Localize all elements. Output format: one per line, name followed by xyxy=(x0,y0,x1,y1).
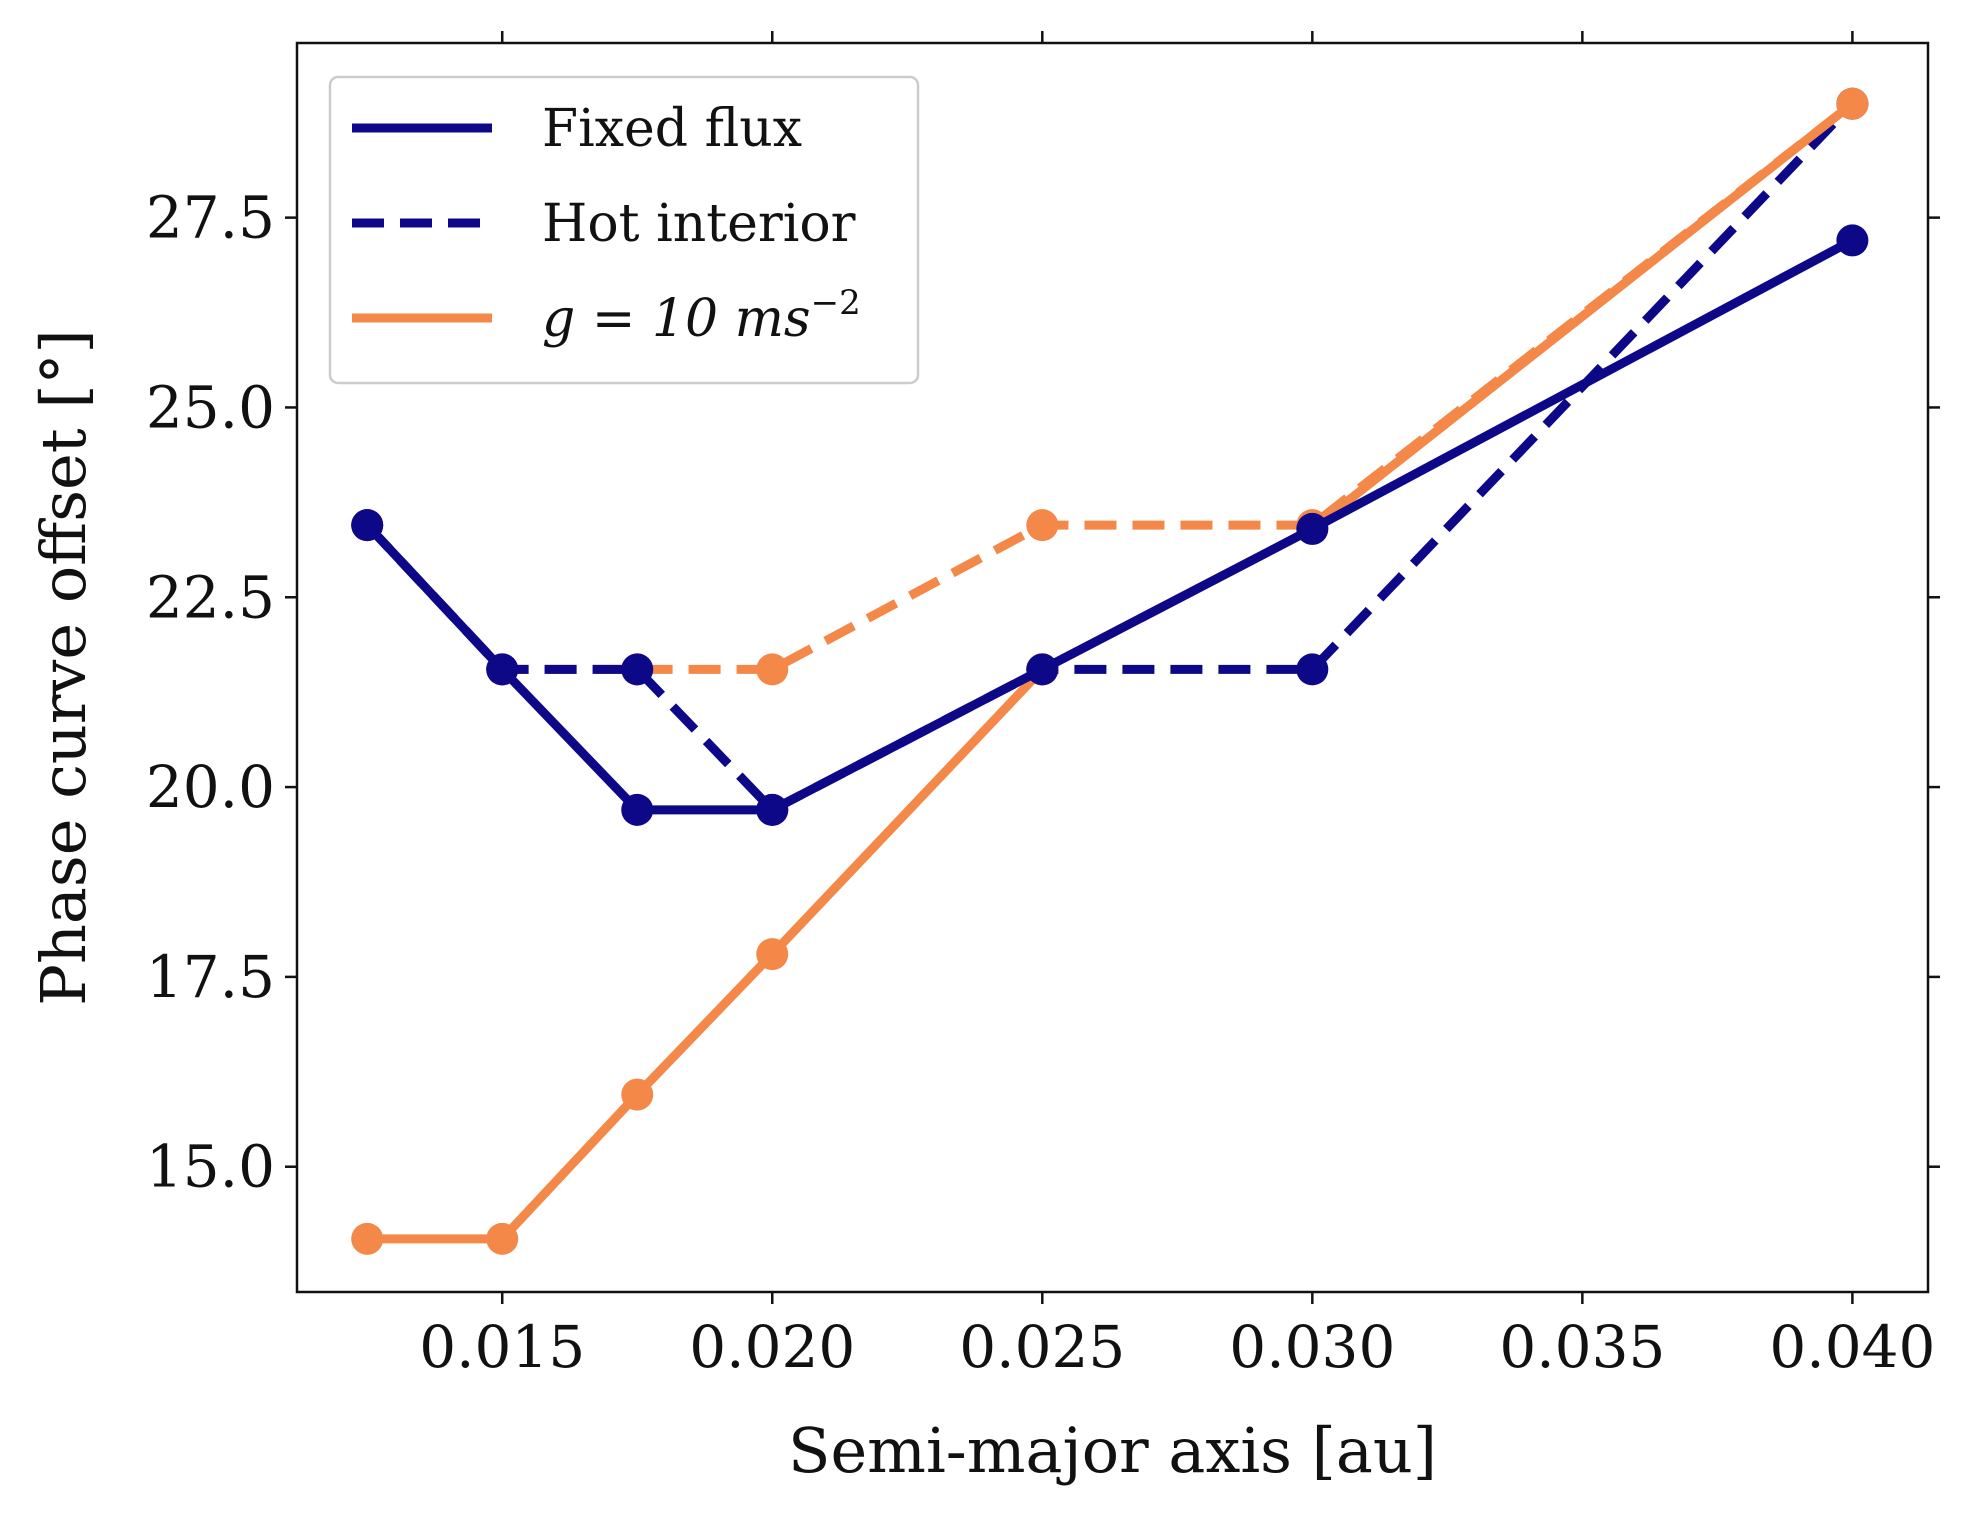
series-layer xyxy=(351,87,1869,1255)
y-tick-label: 17.5 xyxy=(146,943,275,1011)
data-point xyxy=(756,793,789,826)
legend-label-gravity: g = 10 ms−2 xyxy=(542,283,861,349)
series-fixed-flux xyxy=(351,224,1869,826)
data-point xyxy=(621,1078,654,1111)
data-point xyxy=(486,653,519,686)
y-tick-label: 25.0 xyxy=(146,373,275,441)
data-point xyxy=(1836,224,1869,257)
x-tick-label: 0.015 xyxy=(419,1313,585,1381)
x-tick-label: 0.035 xyxy=(1499,1313,1665,1381)
x-tick-label: 0.040 xyxy=(1769,1313,1935,1381)
data-point xyxy=(1026,509,1059,542)
data-point xyxy=(1836,87,1869,120)
data-point xyxy=(756,938,789,971)
x-tick-label: 0.030 xyxy=(1229,1313,1395,1381)
data-point xyxy=(756,653,789,686)
legend-box xyxy=(328,75,920,385)
data-point xyxy=(621,653,654,686)
y-axis-label: Phase curve offset [°] xyxy=(27,329,100,1005)
y-tick-label: 15.0 xyxy=(146,1133,275,1201)
data-point xyxy=(351,509,384,542)
data-point xyxy=(486,1222,519,1255)
plot-frame xyxy=(295,41,1930,1294)
x-axis-label: Semi-major axis [au] xyxy=(788,1414,1437,1487)
legend-label-gravity-main: g = 10 ms xyxy=(542,289,811,349)
legend-label-gravity-superscript: −2 xyxy=(811,283,861,323)
data-point xyxy=(1296,653,1329,686)
tick-layer: 0.015 0.020 0.025 0.030 0.035 0.040 15.0 17.5 20… xyxy=(146,31,1940,1381)
legend-label-fixed-flux: Fixed flux xyxy=(542,99,802,159)
data-point xyxy=(351,1222,384,1255)
x-tick-label: 0.020 xyxy=(689,1313,855,1381)
y-tick-label: 22.5 xyxy=(146,563,275,631)
data-point xyxy=(1296,512,1329,545)
data-point xyxy=(621,793,654,826)
x-tick-label: 0.025 xyxy=(959,1313,1125,1381)
legend-label-hot-interior: Hot interior xyxy=(542,194,856,254)
data-point xyxy=(1026,653,1059,686)
y-tick-label: 20.0 xyxy=(146,753,275,821)
legend: Fixed flux Hot interior g = 10 ms−2 xyxy=(328,75,920,385)
y-tick-label: 27.5 xyxy=(146,184,275,252)
